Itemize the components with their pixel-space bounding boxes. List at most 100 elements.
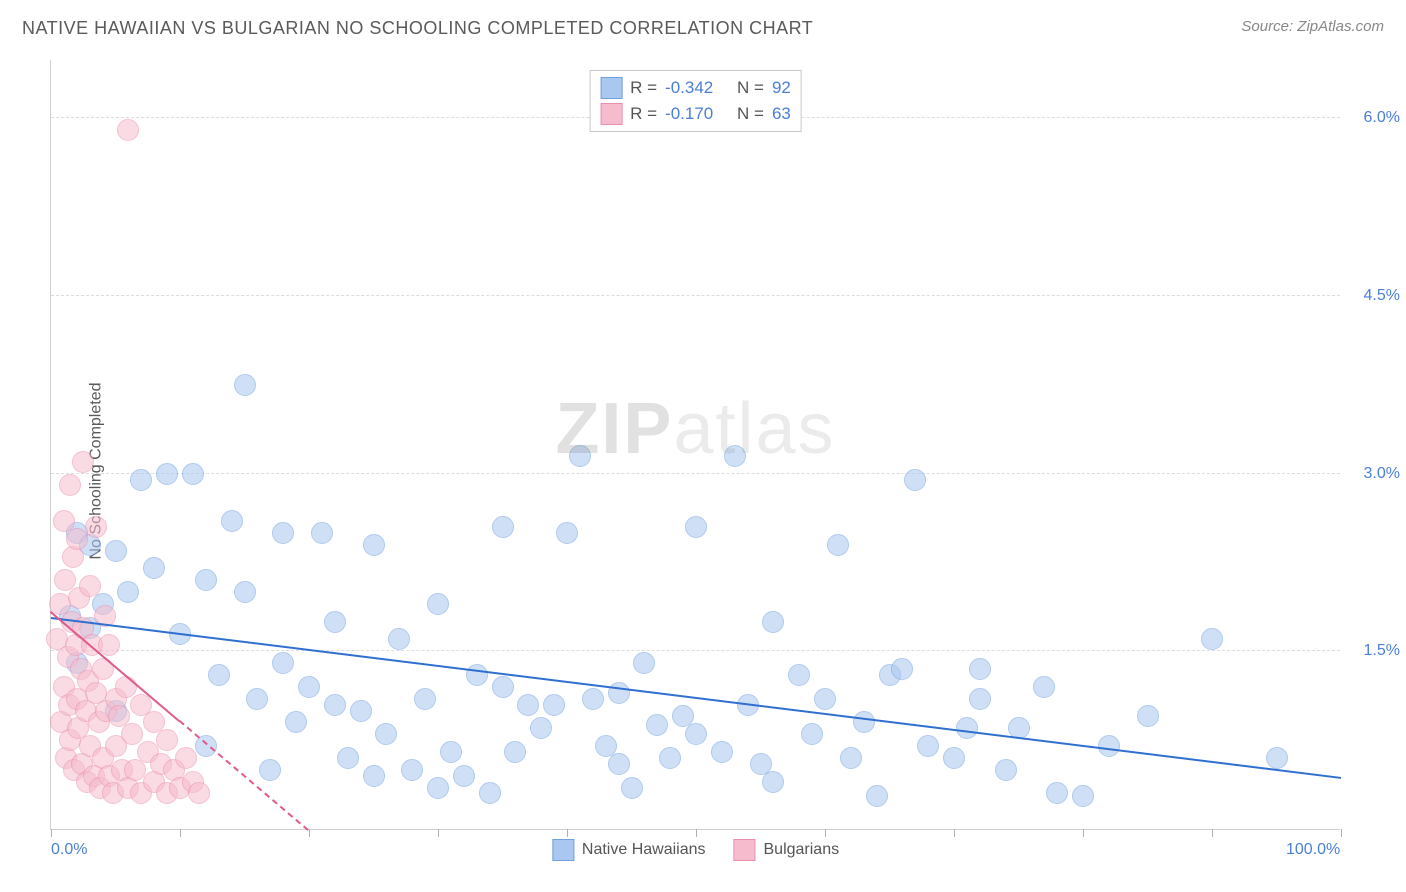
y-tick-label: 4.5% [1345,287,1400,305]
data-point [85,516,107,538]
data-point [311,522,333,544]
data-point [234,581,256,603]
data-point [105,540,127,562]
data-point [646,714,668,736]
data-point [66,528,88,550]
data-point [246,688,268,710]
data-point [221,510,243,532]
data-point [943,747,965,769]
x-tick [180,829,181,837]
data-point [298,676,320,698]
legend-n-value: 92 [772,78,791,98]
data-point [59,474,81,496]
gridline-h [51,650,1340,651]
data-point [969,658,991,680]
data-point [363,534,385,556]
data-point [504,741,526,763]
data-point [827,534,849,556]
legend-r-label: R = [630,104,657,124]
data-point [272,652,294,674]
data-point [608,753,630,775]
data-point [285,711,307,733]
data-point [1201,628,1223,650]
data-point [814,688,836,710]
data-point [582,688,604,710]
y-tick-label: 3.0% [1345,465,1400,483]
legend-correlation-row: R =-0.170N =63 [600,101,791,127]
legend-series-label: Native Hawaiians [582,841,706,859]
trend-line [51,617,1341,779]
x-tick [825,829,826,837]
x-tick [954,829,955,837]
legend-r-label: R = [630,78,657,98]
data-point [556,522,578,544]
data-point [427,777,449,799]
legend-n-value: 63 [772,104,791,124]
data-point [1137,705,1159,727]
data-point [188,782,210,804]
plot-area: ZIPatlas R =-0.342N =92R =-0.170N =63 Na… [50,60,1340,830]
data-point [956,717,978,739]
data-point [543,694,565,716]
data-point [492,676,514,698]
x-tick [1341,829,1342,837]
legend-swatch [552,839,574,861]
data-point [685,723,707,745]
data-point [659,747,681,769]
data-point [633,652,655,674]
x-tick [1083,829,1084,837]
data-point [801,723,823,745]
gridline-h [51,473,1340,474]
legend-swatch [734,839,756,861]
data-point [182,463,204,485]
x-tick-label: 0.0% [51,841,87,859]
data-point [195,569,217,591]
chart-container: No Schooling Completed ZIPatlas R =-0.34… [0,50,1406,892]
data-point [79,575,101,597]
legend-r-value: -0.342 [665,78,729,98]
data-point [375,723,397,745]
legend-swatch [600,103,622,125]
data-point [866,785,888,807]
data-point [440,741,462,763]
data-point [175,747,197,769]
legend-series: Native Hawaiians Bulgarians [552,839,839,861]
data-point [427,593,449,615]
data-point [401,759,423,781]
x-tick [696,829,697,837]
watermark: ZIPatlas [555,388,835,470]
data-point [762,611,784,633]
data-point [969,688,991,710]
data-point [130,469,152,491]
data-point [259,759,281,781]
source-name: ZipAtlas.com [1297,18,1384,35]
data-point [363,765,385,787]
data-point [453,765,475,787]
x-tick [51,829,52,837]
x-tick [1212,829,1213,837]
data-point [917,735,939,757]
x-tick-label: 100.0% [1286,841,1340,859]
data-point [414,688,436,710]
data-point [156,729,178,751]
data-point [853,711,875,733]
y-tick-label: 6.0% [1345,109,1400,127]
data-point [350,700,372,722]
data-point [621,777,643,799]
gridline-h [51,295,1340,296]
data-point [840,747,862,769]
data-point [1266,747,1288,769]
data-point [479,782,501,804]
data-point [904,469,926,491]
source-prefix: Source: [1241,18,1297,35]
data-point [891,658,913,680]
data-point [337,747,359,769]
data-point [234,374,256,396]
data-point [711,741,733,763]
legend-series-item: Bulgarians [734,839,840,861]
data-point [762,771,784,793]
data-point [143,557,165,579]
legend-r-value: -0.170 [665,104,729,124]
data-point [272,522,294,544]
x-tick [309,829,310,837]
